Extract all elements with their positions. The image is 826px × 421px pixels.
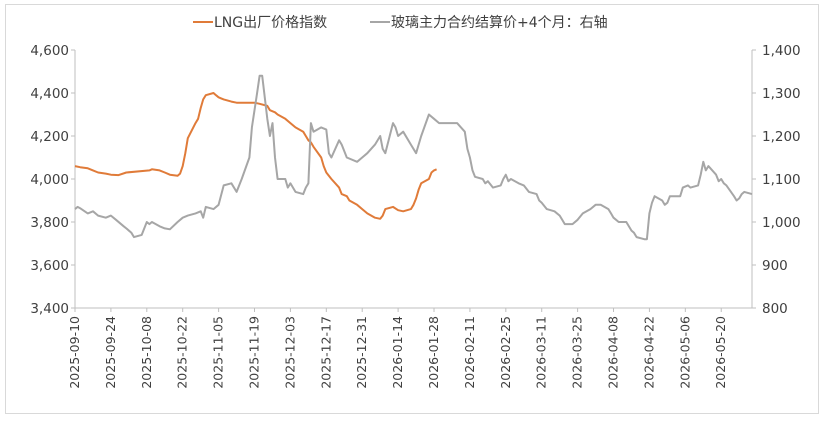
x-tick-label: 2025-10-22 bbox=[175, 316, 190, 389]
right-tick-label: 1,200 bbox=[762, 129, 801, 145]
left-tick-label: 4,000 bbox=[30, 172, 69, 188]
left-tick-label: 3,800 bbox=[30, 215, 69, 231]
series-line-glass bbox=[74, 74, 753, 241]
x-tick-label: 2025-12-17 bbox=[318, 316, 333, 389]
x-tick-label: 2026-03-25 bbox=[570, 316, 585, 389]
legend-label-glass: 玻璃主力合约结算价+4个月：右轴 bbox=[391, 14, 608, 31]
x-tick-label: 2025-12-31 bbox=[354, 316, 369, 389]
x-tick-label: 2026-01-14 bbox=[390, 316, 405, 389]
left-y-axis: 3,400 3,600 3,800 4,000 4,200 4,400 4,600 bbox=[30, 43, 75, 317]
x-axis: 2025-09-10 2025-09-24 2025-10-08 2025-10-22… bbox=[67, 308, 728, 389]
x-tick-label: 2025-11-19 bbox=[247, 316, 262, 389]
right-tick-label: 1,400 bbox=[762, 43, 801, 59]
legend-label-lng: LNG出厂价格指数 bbox=[214, 15, 327, 31]
x-tick-label: 2026-04-08 bbox=[606, 316, 621, 389]
left-tick-label: 4,200 bbox=[30, 129, 69, 145]
right-tick-label: 1,300 bbox=[762, 86, 801, 102]
x-tick-label: 2025-09-24 bbox=[103, 316, 118, 389]
x-tick-label: 2025-11-05 bbox=[211, 316, 226, 389]
x-tick-label: 2026-04-22 bbox=[641, 316, 656, 389]
left-tick-label: 3,600 bbox=[30, 258, 69, 274]
left-tick-label: 3,400 bbox=[30, 301, 69, 317]
legend: LNG出厂价格指数 玻璃主力合约结算价+4个月：右轴 bbox=[193, 14, 608, 31]
x-tick-label: 2026-01-28 bbox=[426, 316, 441, 389]
right-tick-label: 800 bbox=[762, 301, 788, 317]
right-tick-label: 900 bbox=[762, 258, 788, 274]
x-tick-label: 2026-02-25 bbox=[498, 316, 513, 389]
x-tick-label: 2026-05-20 bbox=[713, 316, 728, 389]
axes bbox=[74, 50, 753, 309]
x-tick-label: 2026-05-06 bbox=[677, 316, 692, 389]
x-tick-label: 2025-12-03 bbox=[282, 316, 297, 389]
x-tick-label: 2026-03-11 bbox=[534, 316, 549, 389]
left-tick-label: 4,600 bbox=[30, 43, 69, 59]
right-tick-label: 1,000 bbox=[762, 215, 801, 231]
x-tick-label: 2025-09-10 bbox=[67, 316, 82, 389]
right-y-axis: 800 900 1,000 1,100 1,200 1,300 1,400 bbox=[752, 43, 801, 317]
right-tick-label: 1,100 bbox=[762, 172, 801, 188]
x-tick-label: 2026-02-11 bbox=[462, 316, 477, 389]
left-tick-label: 4,400 bbox=[30, 86, 69, 102]
series-line-lng bbox=[74, 92, 437, 220]
series-layer bbox=[74, 74, 753, 241]
x-tick-label: 2025-10-08 bbox=[139, 316, 154, 389]
